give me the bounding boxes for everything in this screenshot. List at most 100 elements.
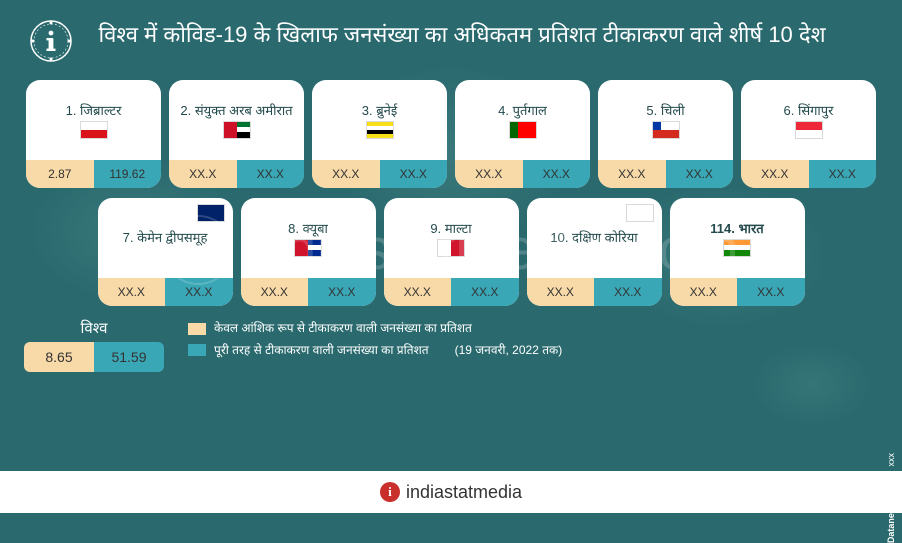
- flag-icon: [626, 204, 654, 222]
- partial-value: XX.X: [455, 160, 523, 188]
- legend-full: पूरी तरह से टीकाकरण वाली जनसंख्या का प्र…: [188, 340, 878, 362]
- country-name: 10. दक्षिण कोरिया: [550, 230, 637, 246]
- brand-icon: i: [380, 482, 400, 502]
- partial-value: 2.87: [26, 160, 94, 188]
- card-top: 1. जिब्राल्टर: [26, 80, 161, 160]
- card-values: XX.XXX.X: [98, 278, 233, 306]
- card-values: 2.87119.62: [26, 160, 161, 188]
- flag-icon: [652, 121, 680, 139]
- world-row: विश्व 8.65 51.59 केवल आंशिक रूप से टीकाक…: [0, 306, 902, 372]
- info-icon: [30, 20, 72, 62]
- country-name: 1. जिब्राल्टर: [66, 103, 122, 119]
- partial-value: XX.X: [670, 278, 738, 306]
- source-value: xxx: [886, 453, 896, 467]
- country-card: 5. चिली XX.XXX.X: [598, 80, 733, 188]
- full-value: XX.X: [594, 278, 662, 306]
- card-top: 10. दक्षिण कोरिया: [527, 198, 662, 278]
- card-values: XX.XXX.X: [455, 160, 590, 188]
- full-value: XX.X: [308, 278, 376, 306]
- country-grid: 1. जिब्राल्टर2.87119.622. संयुक्त अरब अम…: [0, 72, 902, 306]
- world-full-value: 51.59: [94, 342, 164, 372]
- partial-value: XX.X: [384, 278, 452, 306]
- card-values: XX.XXX.X: [384, 278, 519, 306]
- legend-partial-label: केवल आंशिक रूप से टीकाकरण वाली जनसंख्या …: [214, 318, 472, 340]
- card-top: 2. संयुक्त अरब अमीरात: [169, 80, 304, 160]
- card-values: XX.XXX.X: [527, 278, 662, 306]
- partial-value: XX.X: [312, 160, 380, 188]
- full-value: XX.X: [165, 278, 233, 306]
- flag-icon: [509, 121, 537, 139]
- full-value: XX.X: [666, 160, 734, 188]
- country-name: 4. पुर्तगाल: [498, 103, 547, 119]
- source-brand: Datanet: [886, 510, 896, 543]
- legend: केवल आंशिक रूप से टीकाकरण वाली जनसंख्या …: [188, 318, 878, 361]
- card-top: 7. केमेन द्वीपसमूह: [98, 198, 233, 278]
- country-card: 1. जिब्राल्टर 2.87119.62: [26, 80, 161, 188]
- country-name: 114. भारत: [710, 221, 763, 237]
- country-name: 9. माल्टा: [430, 221, 471, 237]
- country-name: 3. ब्रुनेई: [362, 103, 397, 119]
- country-card: 7. केमेन द्वीपसमूह XX.XXX.X: [98, 198, 233, 306]
- partial-value: XX.X: [241, 278, 309, 306]
- card-values: XX.XXX.X: [670, 278, 805, 306]
- country-name: 2. संयुक्त अरब अमीरात: [180, 103, 292, 119]
- partial-value: XX.X: [741, 160, 809, 188]
- country-card: 4. पुर्तगाल XX.XXX.X: [455, 80, 590, 188]
- flag-icon: [437, 239, 465, 257]
- full-value: XX.X: [523, 160, 591, 188]
- card-top: 9. माल्टा: [384, 198, 519, 278]
- full-value: XX.X: [809, 160, 877, 188]
- legend-partial: केवल आंशिक रूप से टीकाकरण वाली जनसंख्या …: [188, 318, 878, 340]
- card-values: XX.XXX.X: [741, 160, 876, 188]
- card-values: XX.XXX.X: [312, 160, 447, 188]
- date-note: (19 जनवरी, 2022 तक): [455, 340, 563, 362]
- footer-brand: i indiastatmedia: [380, 482, 522, 503]
- country-name: 8. क्यूबा: [288, 221, 328, 237]
- card-top: 114. भारत: [670, 198, 805, 278]
- world-block: विश्व 8.65 51.59: [24, 318, 164, 372]
- card-top: 4. पुर्तगाल: [455, 80, 590, 160]
- country-name: 5. चिली: [646, 103, 684, 119]
- flag-icon: [723, 239, 751, 257]
- partial-value: XX.X: [598, 160, 666, 188]
- brand-text: indiastatmedia: [406, 482, 522, 503]
- partial-value: XX.X: [98, 278, 166, 306]
- flag-icon: [80, 121, 108, 139]
- country-card: 8. क्यूबा XX.XXX.X: [241, 198, 376, 306]
- world-values: 8.65 51.59: [24, 342, 164, 372]
- full-value: XX.X: [451, 278, 519, 306]
- full-value: 119.62: [94, 160, 162, 188]
- partial-value: XX.X: [527, 278, 595, 306]
- country-card: 9. माल्टा XX.XXX.X: [384, 198, 519, 306]
- legend-full-label: पूरी तरह से टीकाकरण वाली जनसंख्या का प्र…: [214, 340, 429, 362]
- full-value: XX.X: [380, 160, 448, 188]
- card-top: 8. क्यूबा: [241, 198, 376, 278]
- card-values: XX.XXX.X: [598, 160, 733, 188]
- world-label: विश्व: [24, 318, 164, 338]
- page-title: विश्व में कोविड-19 के खिलाफ जनसंख्या का …: [92, 20, 872, 51]
- card-top: 3. ब्रुनेई: [312, 80, 447, 160]
- flag-icon: [223, 121, 251, 139]
- country-card: 2. संयुक्त अरब अमीरात XX.XXX.X: [169, 80, 304, 188]
- flag-icon: [366, 121, 394, 139]
- flag-icon: [197, 204, 225, 222]
- card-values: XX.XXX.X: [169, 160, 304, 188]
- swatch-full: [188, 344, 206, 356]
- card-values: XX.XXX.X: [241, 278, 376, 306]
- card-top: 5. चिली: [598, 80, 733, 160]
- full-value: XX.X: [737, 278, 805, 306]
- country-card: 114. भारत XX.XXX.X: [670, 198, 805, 306]
- header: विश्व में कोविड-19 के खिलाफ जनसंख्या का …: [0, 0, 902, 72]
- flag-icon: [795, 121, 823, 139]
- partial-value: XX.X: [169, 160, 237, 188]
- country-card: 10. दक्षिण कोरिया XX.XXX.X: [527, 198, 662, 306]
- country-card: 6. सिंगापुर XX.XXX.X: [741, 80, 876, 188]
- country-name: 6. सिंगापुर: [784, 103, 834, 119]
- swatch-partial: [188, 323, 206, 335]
- full-value: XX.X: [237, 160, 305, 188]
- footer: i indiastatmedia: [0, 471, 902, 513]
- country-card: 3. ब्रुनेई XX.XXX.X: [312, 80, 447, 188]
- flag-icon: [294, 239, 322, 257]
- country-name: 7. केमेन द्वीपसमूह: [123, 230, 208, 246]
- world-partial-value: 8.65: [24, 342, 94, 372]
